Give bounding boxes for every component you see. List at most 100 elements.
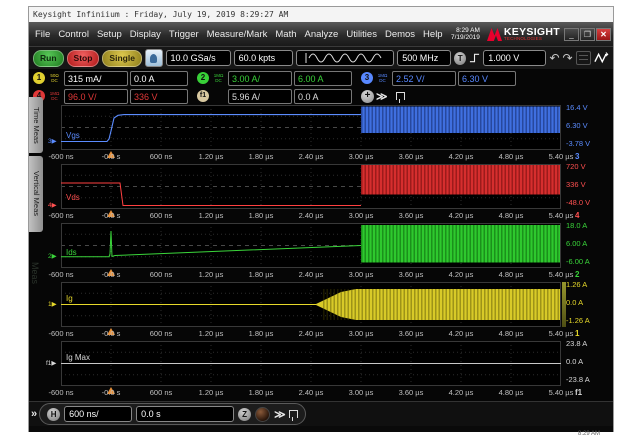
channel-4-offset-box[interactable]: 336 V [130,88,188,104]
rising-edge-icon[interactable] [469,51,480,65]
channel-row-2: 4 1MΩ DC 96.0 V/ 336 V f1 5.96 A/ 0.0 A … [29,87,613,105]
window-title: Keysight Infiniium : Friday, July 19, 20… [29,7,613,22]
menu-item-display[interactable]: Display [129,28,161,40]
trigger-marker-icon[interactable] [107,210,115,217]
channel-2-button[interactable]: 2 [197,72,209,84]
channel-3-button[interactable]: 3 [361,72,373,84]
time-tick: 1.20 µs [198,329,224,338]
f1-offset-box[interactable]: 0.0 A [294,88,352,104]
expand-channels-icon[interactable]: ≫ [376,90,387,103]
time-tick: 3.00 µs [348,152,374,161]
display-settings-icon[interactable] [575,51,592,65]
bandwidth-field[interactable]: 500 MHz [397,50,452,66]
time-tick: 1.20 µs [198,388,224,397]
waveform-panel-ig-max[interactable]: Ig Max f1▶ [46,341,561,386]
single-button[interactable]: Single [102,49,142,67]
clock-date: 7/19/2019 [451,34,480,41]
function-f1-button[interactable]: f1 [197,90,209,102]
time-tick: 3.00 µs [348,211,374,220]
ground-marker-ch4[interactable]: 4▶ [48,202,57,209]
ground-marker-ch3[interactable]: 3▶ [48,138,57,145]
channel-1-button[interactable]: 1 [33,72,45,84]
globe-icon[interactable] [255,406,271,422]
bottom-strip [29,426,613,432]
time-tick: 3.60 µs [398,152,424,161]
channel-2-offset-box[interactable]: 6.00 A [294,70,352,86]
channel-2-scale-box[interactable]: 3.00 A/ [228,70,292,86]
channel-1-coupling-badge: 50Ω DC [50,72,59,83]
channel-4-scale-box[interactable]: 96.0 V/ [64,88,128,104]
time-tick: 4.20 µs [448,152,474,161]
time-tick: -600 ns [48,152,74,161]
menu-item-file[interactable]: File [35,28,51,40]
touch-button[interactable] [144,49,163,67]
maximize-button[interactable]: ❐ [580,27,595,41]
trigger-level-field[interactable]: 1.000 V [483,50,547,66]
time-tick: -0.0 s [101,211,121,220]
zoom-icon[interactable]: Z [238,407,252,421]
horizontal-waveform-widget[interactable] [296,50,395,66]
run-button[interactable]: Run [33,49,64,67]
menu-item-analyze[interactable]: Analyze [304,28,339,40]
horizontal-position-field[interactable]: 0.0 s [136,406,235,422]
channel-3-scale-box[interactable]: 2.52 V/ [392,70,456,86]
trace-label-vgs: Vgs [66,131,80,140]
menu-item-setup[interactable]: Setup [96,28,122,40]
channel-row-1: 1 50Ω DC 315 mA/ 0.0 A 2 1MΩ DC 3.00 A/ … [29,69,613,87]
vertical-scale-bar[interactable] [562,282,566,327]
channel-3-coupling-badge: 1MΩ DC [377,72,388,83]
waveform-panel-ids[interactable]: Ids 2▶ [48,223,561,268]
menu-item-measure-mark[interactable]: Measure/Mark [206,28,268,40]
channel-1-offset-box[interactable]: 0.0 A [130,70,188,86]
time-tick: 3.00 µs [348,329,374,338]
stop-button[interactable]: Stop [66,49,100,67]
trigger-marker-icon[interactable] [107,328,115,335]
expand-horizontal-icon[interactable]: ≫ [274,408,285,421]
waveform-panel-ig[interactable]: Ig 1▶ [48,282,561,327]
ground-marker-ch2[interactable]: 2▶ [48,253,57,260]
time-tick: 5.40 µs [548,152,574,161]
marker-icon[interactable] [288,410,298,421]
trigger-marker-icon[interactable] [107,269,115,276]
waveform-panel-vgs[interactable]: Vgs 3▶ [48,105,561,150]
menu-item-help[interactable]: Help [423,28,443,40]
trigger-marker-icon[interactable] [107,387,115,394]
f1-scale-box[interactable]: 5.96 A/ [228,88,292,104]
ground-marker-f1[interactable]: f1▶ [46,360,57,367]
horizontal-menu-button[interactable]: H [47,407,61,421]
axis-channel-marker: 2 [575,270,580,279]
undo-icon[interactable]: ↶ [549,51,560,65]
sample-rate-field[interactable]: 10.0 GSa/s [165,50,231,66]
time-tick: 3.60 µs [398,329,424,338]
redo-icon[interactable]: ↷ [562,51,573,65]
channel-3-offset-box[interactable]: 6.30 V [458,70,516,86]
close-button[interactable]: ✕ [596,27,611,41]
time-axis-3: -600 ns -0.0 s 600 ns 1.20 µs 1.80 µs 2.40 µs… [48,268,609,281]
menu-items: File Control Setup Display Trigger Measure/Ma… [31,29,447,40]
axis-channel-marker: 3 [575,152,580,161]
menu-item-trigger[interactable]: Trigger [168,28,199,40]
time-tick: 3.60 µs [398,270,424,279]
add-channel-button[interactable]: + [361,89,374,103]
trigger-marker-icon[interactable] [107,151,115,158]
tab-time-meas[interactable]: Time Meas [29,97,43,153]
time-tick: 1.20 µs [198,152,224,161]
memory-depth-field[interactable]: 60.0 kpts [233,50,294,66]
time-tick: 600 ns [149,152,173,161]
channel-1-scale-box[interactable]: 315 mA/ [64,70,128,86]
meas-watermark: Meas [30,262,40,285]
expand-left-icon[interactable]: » [31,408,37,420]
waveform-panel-vds[interactable]: Vds 4▶ [48,164,561,209]
menu-item-utilities[interactable]: Utilities [346,28,377,40]
timebase-field[interactable]: 600 ns/ [64,406,133,422]
tab-vertical-meas[interactable]: Vertical Meas [29,156,43,232]
marker-icon[interactable] [395,92,405,103]
menu-item-math[interactable]: Math [275,28,297,40]
brand-sub: TECHNOLOGIES [503,36,543,41]
menu-item-demos[interactable]: Demos [384,28,416,40]
autoscale-icon[interactable] [594,51,609,65]
menu-item-control[interactable]: Control [58,28,89,40]
minimize-button[interactable]: _ [564,27,579,41]
ground-marker-ch1[interactable]: 1▶ [48,301,57,308]
trigger-source-icon[interactable]: T [454,51,467,65]
